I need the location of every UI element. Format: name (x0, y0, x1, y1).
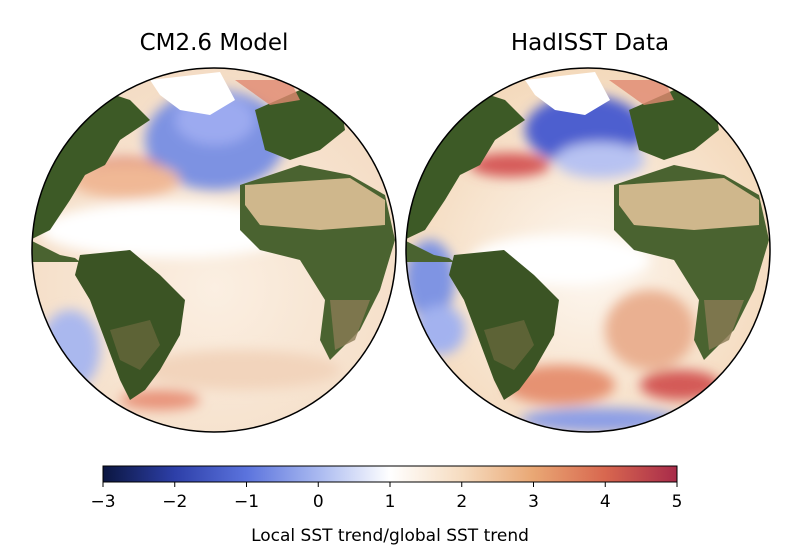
colorbar-tick-label: −3 (90, 492, 115, 512)
central-america-land (32, 240, 80, 262)
globe-right-outline (405, 67, 771, 433)
greenland-ice (150, 72, 235, 115)
colorbar-tick-label: 5 (672, 492, 683, 512)
globe-hadisst-data (406, 68, 770, 432)
colorbar-tick-label: 2 (456, 492, 467, 512)
colorbar-tick-label: 0 (313, 492, 324, 512)
globe-left-outline (31, 67, 397, 433)
colorbar-tick-label: 3 (528, 492, 539, 512)
europe-land (255, 90, 345, 160)
colorbar-ticks: −3 −2 −1 0 1 2 3 4 5 (90, 482, 682, 512)
colorbar-tick-label: 1 (385, 492, 396, 512)
colorbar-tick-label: −2 (162, 492, 187, 512)
colorbar-label: Local SST trend/global SST trend (251, 526, 529, 546)
globe-cm26-model (32, 68, 396, 432)
sahara-desert (245, 178, 385, 230)
colorbar-tick-label: 4 (600, 492, 611, 512)
colorbar-tick-label: −1 (234, 492, 259, 512)
panel-title-model: CM2.6 Model (139, 30, 289, 56)
panel-title-observations: HadISST Data (510, 30, 670, 56)
colorbar (102, 465, 678, 483)
